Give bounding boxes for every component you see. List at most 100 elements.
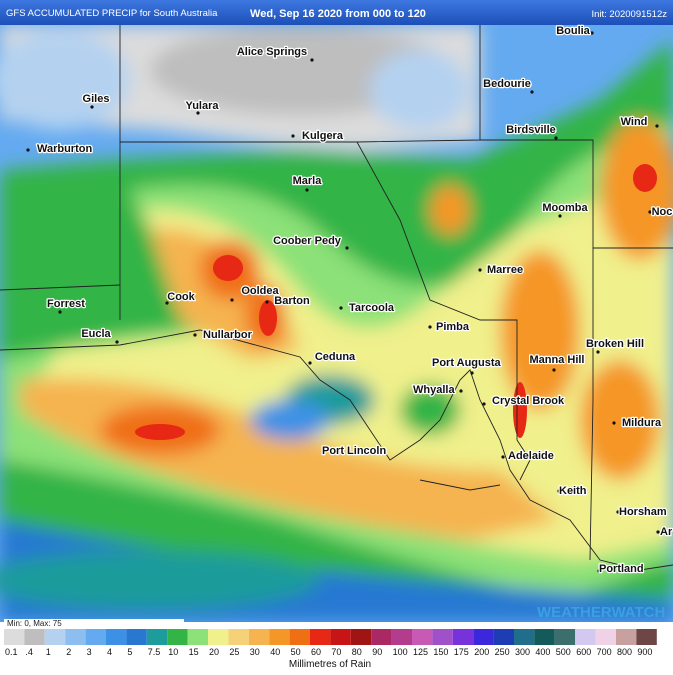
place-dot — [196, 111, 200, 115]
place-dot — [305, 188, 309, 192]
legend-label: 800 — [617, 647, 632, 657]
place-dot — [339, 306, 343, 310]
legend-label: 150 — [433, 647, 448, 657]
legend-label: 10 — [168, 647, 178, 657]
place-dot — [554, 136, 558, 140]
place-label: Keith — [559, 485, 587, 497]
place-label: Horsham — [619, 506, 667, 518]
legend-label: 3 — [87, 647, 92, 657]
place-label: Crystal Brook — [492, 395, 565, 407]
place-dot — [193, 333, 197, 337]
place-label: Ar — [660, 526, 673, 538]
legend-label: 600 — [576, 647, 591, 657]
legend-swatch — [330, 629, 351, 645]
legend-swatch — [228, 629, 249, 645]
header-init: Init: 2020091512z — [591, 9, 667, 20]
legend-label: 2 — [66, 647, 71, 657]
place-dot — [308, 361, 312, 365]
place-dot — [90, 105, 94, 109]
range-text: Min: 0, Max: 75 — [7, 619, 62, 628]
place-label: Nullarbor — [203, 329, 253, 341]
legend-label: 60 — [311, 647, 321, 657]
legend-swatch — [248, 629, 270, 645]
place-dot — [470, 371, 474, 375]
place-label: Barton — [274, 295, 310, 307]
place-dot — [26, 148, 30, 152]
legend-swatch — [391, 629, 412, 645]
legend-label: 175 — [454, 647, 469, 657]
legend-label: 900 — [637, 647, 652, 657]
legend-swatch — [85, 629, 106, 645]
place-dot — [482, 402, 486, 406]
place-label: Noc — [652, 206, 673, 218]
header-title: GFS ACCUMULATED PRECIP for South Austral… — [6, 8, 218, 19]
legend-swatch — [554, 629, 576, 645]
legend-label: 15 — [189, 647, 199, 657]
place-label: Bedourie — [483, 78, 531, 90]
legend-label: 40 — [270, 647, 280, 657]
place-label: Tarcoola — [349, 302, 395, 314]
place-label: Forrest — [47, 298, 85, 310]
place-dot — [428, 325, 432, 329]
legend-label: 30 — [250, 647, 260, 657]
legend-swatch — [167, 629, 188, 645]
legend-swatch — [146, 629, 168, 645]
legend-swatch — [595, 629, 616, 645]
legend-swatch — [65, 629, 86, 645]
place-label: Boulia — [556, 25, 590, 37]
place-dot — [648, 210, 652, 214]
place-label: Pimba — [436, 321, 470, 333]
legend-swatch — [187, 629, 208, 645]
legend-swatch — [636, 629, 657, 645]
place-dot — [655, 124, 659, 128]
place-label: Mildura — [622, 417, 662, 429]
legend-unit: Millimetres of Rain — [289, 659, 371, 670]
legend-label: 0.1 — [5, 647, 18, 657]
place-dot — [558, 214, 562, 218]
legend-swatch — [452, 629, 474, 645]
place-dot — [596, 350, 600, 354]
header-bar — [0, 0, 673, 25]
place-label: Marree — [487, 264, 523, 276]
place-label: Moomba — [542, 202, 588, 214]
legend-swatch — [432, 629, 453, 645]
legend-label: 25 — [229, 647, 239, 657]
place-dot — [310, 58, 314, 62]
legend-swatch — [412, 629, 433, 645]
place-label: Manna Hill — [529, 354, 584, 366]
legend-swatch — [310, 629, 331, 645]
place-dot — [383, 451, 387, 455]
place-dot — [597, 569, 601, 573]
legend-label: 80 — [352, 647, 362, 657]
place-label: Wind — [621, 116, 648, 128]
place-dot — [115, 340, 119, 344]
place-label: Kulgera — [302, 130, 344, 142]
legend-swatch — [534, 629, 555, 645]
legend-swatch — [4, 629, 25, 645]
legend-swatch — [514, 629, 535, 645]
legend-swatch — [106, 629, 127, 645]
legend-label: 1 — [46, 647, 51, 657]
place-label: Alice Springs — [237, 46, 307, 58]
precip-field — [0, 25, 673, 622]
place-label: Cook — [167, 291, 195, 303]
place-label: Marla — [293, 175, 323, 187]
legend-label: 4 — [107, 647, 112, 657]
legend-label: 70 — [331, 647, 341, 657]
legend-swatch — [575, 629, 596, 645]
legend-label: 500 — [556, 647, 571, 657]
legend-label: 20 — [209, 647, 219, 657]
place-label: Giles — [83, 93, 110, 105]
place-label: Broken Hill — [586, 338, 644, 350]
place-label: Yulara — [185, 100, 219, 112]
place-label: Eucla — [81, 328, 111, 340]
place-dot — [58, 310, 62, 314]
range-box — [4, 619, 184, 628]
legend-label: 100 — [393, 647, 408, 657]
legend-label: 7.5 — [148, 647, 161, 657]
place-dot — [530, 90, 534, 94]
place-dot — [590, 31, 594, 35]
legend-swatch — [473, 629, 494, 645]
legend-swatch — [350, 629, 372, 645]
